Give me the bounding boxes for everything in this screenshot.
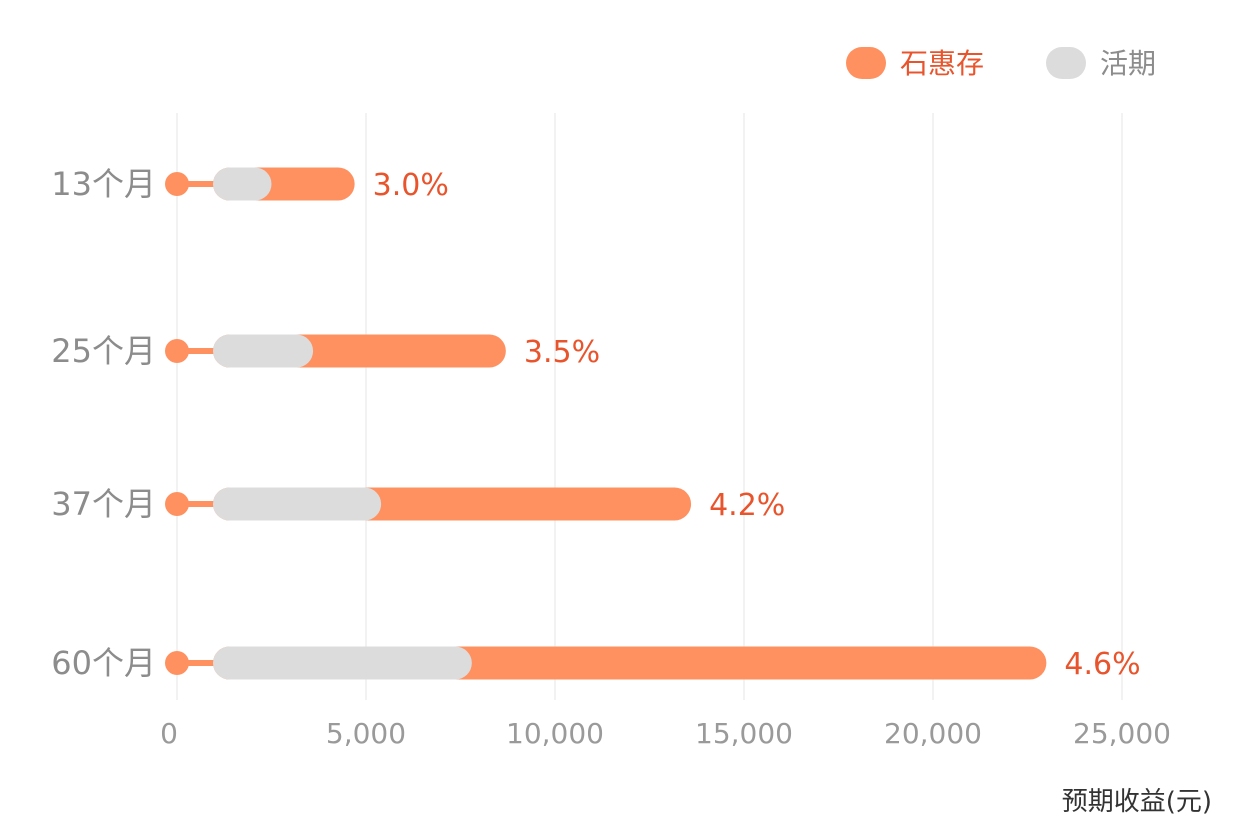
x-axis-ticks: 0 5,000 10,000 15,000 20,000 25,000	[160, 717, 1171, 750]
category-label: 60个月	[51, 644, 156, 682]
legend-label: 石惠存	[900, 47, 984, 80]
bar-huoqi	[213, 646, 472, 680]
axis-dot	[165, 492, 189, 516]
x-tick-label: 0	[160, 717, 178, 750]
data-label: 4.2%	[709, 488, 785, 523]
axis-dot	[165, 339, 189, 363]
x-tick-label: 15,000	[695, 717, 793, 750]
bar-row: 37个月 4.2%	[51, 485, 785, 523]
category-label: 25个月	[51, 332, 156, 370]
x-tick-label: 10,000	[506, 717, 604, 750]
data-label: 3.0%	[373, 168, 449, 203]
bar-row: 25个月 3.5%	[51, 332, 600, 370]
gridlines	[176, 113, 1123, 700]
x-tick-label: 20,000	[884, 717, 982, 750]
bar-huoqi	[213, 487, 382, 521]
legend-swatch	[1046, 47, 1086, 79]
data-label: 3.5%	[524, 335, 600, 370]
bar-row: 60个月 4.6%	[51, 644, 1140, 682]
bar-huoqi	[213, 334, 314, 368]
axis-dot	[165, 172, 189, 196]
legend-label: 活期	[1100, 47, 1156, 80]
bars: 13个月 3.0% 25个月 3.5% 37个月 4.2% 60个月 4.6%	[51, 165, 1140, 682]
category-label: 13个月	[51, 165, 156, 203]
x-axis-label: 预期收益(元)	[1062, 787, 1212, 817]
axis-dot	[165, 651, 189, 675]
legend-swatch	[846, 47, 886, 79]
bar-huoqi	[213, 167, 272, 201]
legend-item: 活期	[1046, 47, 1156, 80]
bar-row: 13个月 3.0%	[51, 165, 449, 203]
x-tick-label: 5,000	[326, 717, 406, 750]
legend-item: 石惠存	[846, 47, 984, 80]
legend: 石惠存 活期	[846, 47, 1156, 80]
data-label: 4.6%	[1064, 647, 1140, 682]
x-tick-label: 25,000	[1073, 717, 1171, 750]
category-label: 37个月	[51, 485, 156, 523]
